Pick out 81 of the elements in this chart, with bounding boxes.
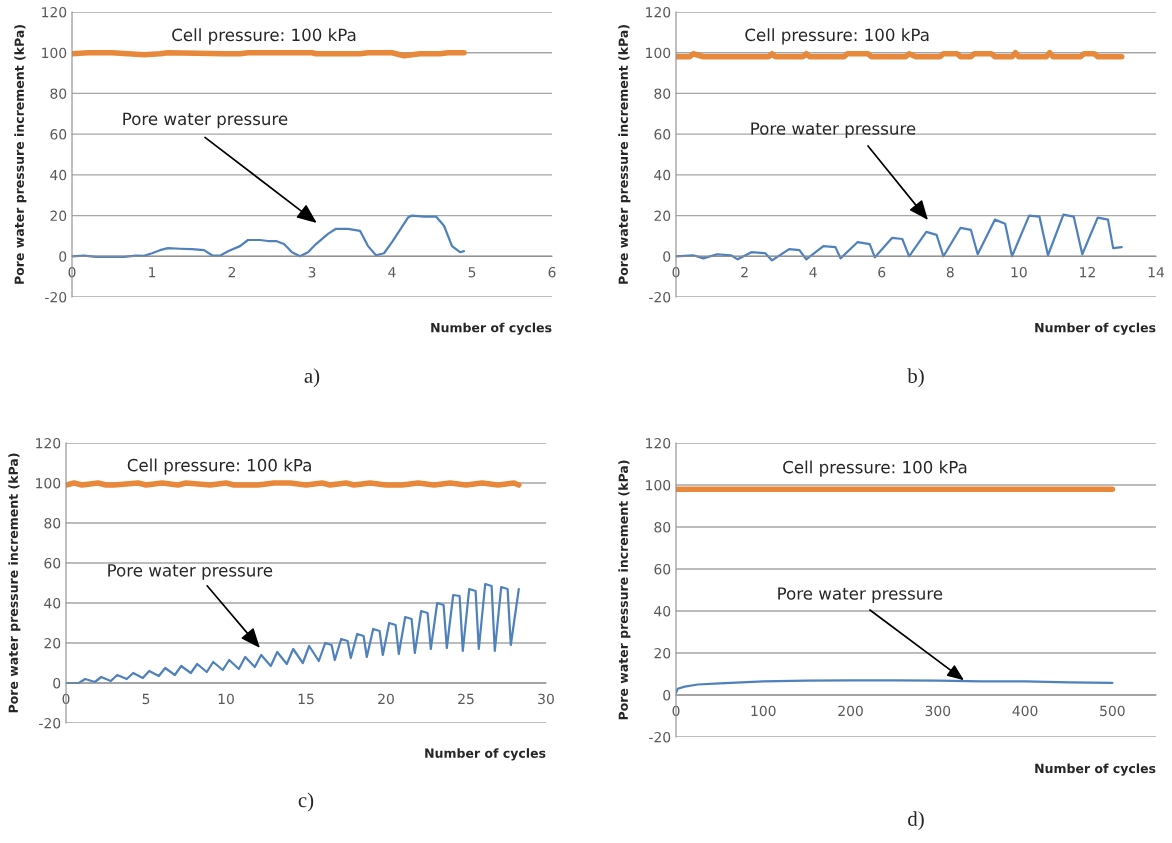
- annotation: Cell pressure: 100 kPa: [172, 28, 356, 45]
- text: a): [304, 368, 320, 388]
- y-tick-label: 0: [59, 251, 67, 262]
- text: b): [907, 368, 924, 388]
- x-tick-label: 500: [1100, 705, 1125, 717]
- text: c): [298, 792, 314, 812]
- y-axis-title: Pore water pressure increment (kPa): [14, 25, 27, 284]
- x-tick-label: 15: [298, 693, 314, 705]
- annotation: Pore water pressure: [123, 112, 288, 129]
- y-tick-label: 120: [646, 437, 671, 449]
- y-tick-label: 80: [44, 517, 61, 529]
- x-axis-title: Number of cycles: [1035, 763, 1156, 776]
- x-axis-title: Number of cycles: [1035, 322, 1156, 335]
- line-series: [676, 213, 1123, 262]
- x-axis-title: Number of cycles: [431, 322, 552, 335]
- x-tick-label: 0: [672, 266, 680, 278]
- x-tick-label: 8: [946, 266, 954, 278]
- y-axis-title: Pore water pressure increment (kPa): [618, 460, 631, 720]
- y-tick-label: 120: [36, 437, 61, 449]
- y-tick-label: -20: [649, 291, 671, 303]
- x-tick-label: 30: [538, 693, 554, 705]
- x-tick-label: 200: [838, 705, 863, 717]
- y-tick-label: 20: [654, 647, 671, 659]
- x-tick-label: 4: [809, 267, 817, 278]
- annotation: Cell pressure: 100 kPa: [127, 458, 311, 475]
- x-tick-label: 6: [878, 266, 886, 278]
- y-tick-label: 60: [654, 129, 671, 140]
- x-tick-label: 400: [1012, 705, 1038, 717]
- annotation: Pore water pressure: [778, 587, 943, 604]
- y-tick-label: -20: [649, 731, 671, 743]
- y-tick-label: 0: [663, 251, 671, 262]
- x-tick-label: 0: [68, 266, 76, 278]
- x-tick-label: 0: [672, 705, 680, 717]
- y-tick-label: 40: [654, 605, 671, 617]
- x-axis-title: Number of cycles: [425, 748, 546, 761]
- line-series: [676, 679, 1114, 695]
- x-tick-label: 2: [741, 266, 748, 278]
- annotation: Cell pressure: 100 kPa: [745, 28, 929, 45]
- annotation: Pore water pressure: [108, 564, 273, 580]
- y-tick-label: 20: [44, 637, 61, 649]
- y-axis-title: Pore water pressure increment (kPa): [618, 25, 631, 284]
- text: d): [908, 811, 924, 831]
- y-tick-label: 100: [646, 47, 671, 59]
- y-tick-label: -20: [39, 717, 61, 729]
- y-tick-label: 60: [50, 129, 67, 140]
- x-tick-label: 100: [751, 705, 776, 717]
- y-tick-label: 80: [50, 88, 67, 99]
- line-series: [72, 214, 466, 259]
- y-tick-label: 40: [654, 169, 671, 181]
- y-tick-label: 40: [50, 169, 67, 181]
- annotation: Pore water pressure: [751, 122, 916, 139]
- y-tick-label: 60: [44, 557, 61, 569]
- x-tick-label: 5: [142, 693, 150, 705]
- y-tick-label: 120: [646, 6, 671, 18]
- y-tick-label: 80: [654, 88, 671, 99]
- x-tick-label: 14: [1148, 267, 1165, 278]
- x-tick-label: 3: [308, 266, 316, 278]
- y-tick-label: 0: [53, 677, 61, 689]
- y-tick-label: 100: [36, 477, 61, 489]
- x-tick-label: 12: [1080, 266, 1095, 278]
- x-tick-label: 300: [925, 705, 951, 717]
- y-tick-label: 100: [42, 47, 67, 59]
- x-tick-label: 2: [228, 266, 236, 278]
- x-tick-label: 5: [468, 267, 476, 278]
- y-axis-title: Pore water pressure increment (kPa): [8, 453, 21, 713]
- x-tick-label: 25: [458, 693, 474, 705]
- y-tick-label: 60: [654, 563, 671, 575]
- x-tick-label: 10: [1011, 266, 1027, 278]
- y-tick-label: -20: [45, 291, 67, 303]
- y-tick-label: 80: [654, 521, 671, 533]
- y-tick-label: 120: [42, 6, 67, 18]
- x-tick-label: 4: [388, 267, 396, 278]
- x-tick-label: 10: [218, 693, 234, 705]
- x-tick-label: 20: [378, 693, 394, 705]
- y-tick-label: 20: [50, 210, 67, 222]
- y-tick-label: 100: [646, 479, 671, 491]
- y-tick-label: 40: [44, 597, 61, 609]
- x-tick-label: 6: [548, 266, 556, 278]
- x-tick-label: 1: [149, 267, 156, 278]
- annotation: Cell pressure: 100 kPa: [783, 460, 967, 477]
- y-tick-label: 20: [654, 210, 671, 222]
